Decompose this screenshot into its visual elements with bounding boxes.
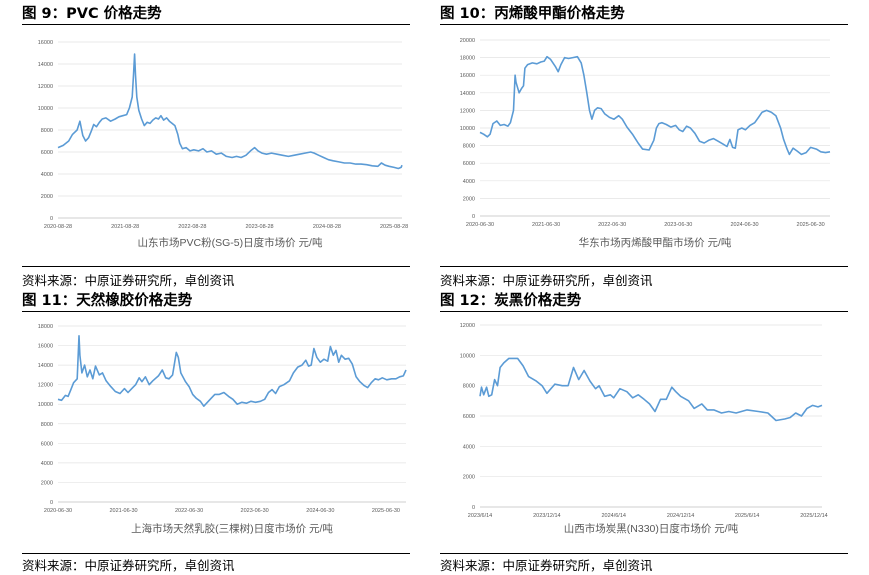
y-tick-label: 6000: [41, 150, 53, 156]
y-tick-label: 12000: [38, 84, 53, 90]
source-rule: [22, 553, 410, 554]
x-tick-label: 2022-08-28: [178, 224, 206, 230]
x-tick-label: 2020-08-28: [44, 224, 72, 230]
y-tick-label: 4000: [463, 179, 475, 185]
source-rule: [440, 266, 848, 267]
x-tick-label: 2025-06-30: [797, 222, 825, 228]
y-tick-label: 12000: [460, 323, 475, 329]
chart-title: 图 11：天然橡胶价格走势: [22, 293, 193, 309]
x-tick-label: 2022-06-30: [598, 222, 626, 228]
y-tick-label: 2000: [41, 480, 53, 486]
y-tick-label: 0: [472, 214, 475, 220]
x-tick-label: 2024/6/14: [601, 513, 625, 519]
y-tick-label: 2000: [463, 475, 475, 481]
panel-natural-rubber: 图 11：天然橡胶价格走势 18000 16000 14000 12000 10000 8…: [22, 289, 410, 573]
x-tick-label: 2021-06-30: [109, 508, 137, 514]
series-line: [57, 335, 407, 407]
x-tick-label: 2024-06-30: [730, 222, 758, 228]
y-tick-label: 8000: [41, 422, 53, 428]
natural-rubber-chart: 18000 16000 14000 12000 10000 8000 6000 4000 200…: [38, 324, 407, 535]
y-tick-label: 6000: [463, 161, 475, 167]
x-tick-label: 2025-08-28: [380, 224, 408, 230]
source-rule: [440, 553, 848, 554]
x-tick-label: 2020-06-30: [44, 508, 72, 514]
carbon-black-chart: 12000 10000 8000 6000 4000 2000 0 2023/6/14 2023…: [460, 323, 828, 535]
y-tick-label: 10000: [460, 353, 475, 359]
x-tick-label: 2021-06-30: [532, 222, 560, 228]
y-tick-label: 10000: [460, 126, 475, 132]
y-tick-label: 16000: [38, 40, 53, 46]
title-rule: [22, 311, 410, 312]
y-tick-label: 8000: [463, 144, 475, 150]
y-tick-label: 18000: [460, 56, 475, 62]
x-tick-label: 2023/12/14: [533, 513, 561, 519]
pvc-chart: 16000 14000 12000 10000 8000 6000 4000 2000 0 202…: [38, 40, 408, 249]
legend-label: 华东市场丙烯酸甲酯市场价 元/吨: [579, 236, 732, 249]
title-rule: [22, 24, 410, 25]
chart-source: 资料来源：中原证券研究所，卓创资讯: [22, 273, 235, 288]
panel-carbon-black: 图 12：炭黑价格走势 12000 10000 8000 6000 4000 2000 0 2…: [440, 289, 848, 573]
x-tick-label: 2025/12/14: [800, 513, 828, 519]
chart-source: 资料来源：中原证券研究所，卓创资讯: [440, 558, 653, 573]
source-rule: [22, 266, 410, 267]
x-tick-label: 2025/6/14: [735, 513, 759, 519]
chart-title: 图 10：丙烯酸甲酯价格走势: [440, 6, 625, 22]
y-tick-label: 20000: [460, 38, 475, 44]
y-tick-label: 0: [50, 500, 53, 506]
y-tick-label: 6000: [463, 414, 475, 420]
x-tick-label: 2020-06-30: [466, 222, 494, 228]
x-tick-label: 2024-06-30: [306, 508, 334, 514]
y-tick-label: 8000: [463, 384, 475, 390]
y-tick-label: 14000: [38, 363, 53, 369]
title-rule: [440, 311, 848, 312]
y-tick-label: 2000: [41, 194, 53, 200]
chart-title: 图 12：炭黑价格走势: [440, 293, 582, 309]
panel-pvc: 图 9：PVC 价格走势 16000 14000 12000 10000 8000 600…: [22, 2, 410, 288]
legend-label: 山西市场炭黑(N330)日度市场价 元/吨: [564, 522, 739, 535]
series-line: [57, 53, 403, 170]
series-line: [479, 55, 831, 156]
y-tick-label: 12000: [460, 108, 475, 114]
chart-source: 资料来源：中原证券研究所，卓创资讯: [22, 558, 235, 573]
y-tick-label: 18000: [38, 324, 53, 330]
legend-label: 上海市场天然乳胶(三棵树)日度市场价 元/吨: [131, 522, 333, 535]
y-tick-label: 0: [472, 505, 475, 511]
chart-source: 资料来源：中原证券研究所，卓创资讯: [440, 273, 653, 288]
y-tick-label: 10000: [38, 106, 53, 112]
x-tick-label: 2024-08-28: [313, 224, 341, 230]
y-tick-label: 12000: [38, 383, 53, 389]
y-tick-label: 2000: [463, 196, 475, 202]
x-tick-label: 2023-06-30: [241, 508, 269, 514]
x-tick-label: 2023-06-30: [664, 222, 692, 228]
y-tick-label: 4000: [41, 172, 53, 178]
x-tick-label: 2021-08-28: [111, 224, 139, 230]
x-tick-label: 2023/6/14: [468, 513, 492, 519]
panel-methyl-acrylate: 图 10：丙烯酸甲酯价格走势 20000 18000 16000 14000 12000…: [440, 2, 848, 288]
x-tick-label: 2025-06-30: [372, 508, 400, 514]
x-tick-label: 2024/12/14: [667, 513, 695, 519]
y-tick-label: 0: [50, 216, 53, 222]
chart-title: 图 9：PVC 价格走势: [22, 6, 162, 22]
y-tick-label: 14000: [460, 91, 475, 97]
y-tick-label: 16000: [38, 344, 53, 350]
y-tick-label: 16000: [460, 73, 475, 79]
title-rule: [440, 24, 848, 25]
y-tick-label: 8000: [41, 128, 53, 134]
y-tick-label: 6000: [41, 441, 53, 447]
y-tick-label: 4000: [41, 461, 53, 467]
y-tick-label: 14000: [38, 62, 53, 68]
legend-label: 山东市场PVC粉(SG-5)日度市场价 元/吨: [138, 236, 323, 249]
y-tick-label: 10000: [38, 402, 53, 408]
x-tick-label: 2023-08-28: [245, 224, 273, 230]
methyl-acrylate-chart: 2000018000160001400012000100008000600040…: [460, 38, 831, 249]
x-tick-label: 2022-06-30: [175, 508, 203, 514]
series-line: [479, 357, 823, 422]
y-tick-label: 4000: [463, 444, 475, 450]
